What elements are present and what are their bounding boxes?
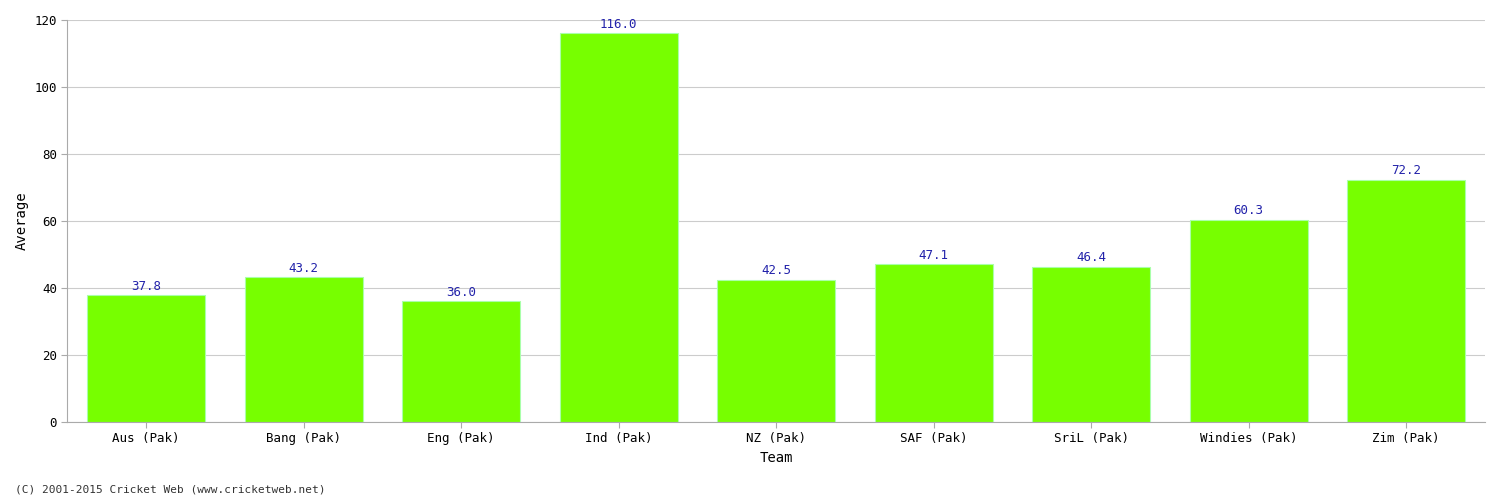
Bar [1190, 220, 1308, 422]
Text: 72.2: 72.2 [1390, 164, 1420, 177]
Text: 43.2: 43.2 [288, 262, 318, 274]
Text: 46.4: 46.4 [1076, 251, 1106, 264]
Bar [87, 296, 206, 422]
Text: 42.5: 42.5 [760, 264, 790, 277]
Text: 37.8: 37.8 [130, 280, 160, 292]
Bar [717, 280, 836, 422]
Text: (C) 2001-2015 Cricket Web (www.cricketweb.net): (C) 2001-2015 Cricket Web (www.cricketwe… [15, 485, 326, 495]
Y-axis label: Average: Average [15, 192, 28, 250]
Text: 60.3: 60.3 [1233, 204, 1263, 218]
Bar [244, 278, 363, 422]
Bar [560, 34, 678, 422]
X-axis label: Team: Team [759, 451, 794, 465]
Text: 47.1: 47.1 [918, 248, 948, 262]
Bar [1347, 180, 1466, 422]
Text: 116.0: 116.0 [600, 18, 638, 30]
Bar [1032, 266, 1150, 422]
Bar [874, 264, 993, 422]
Bar [402, 302, 520, 422]
Text: 36.0: 36.0 [446, 286, 476, 298]
